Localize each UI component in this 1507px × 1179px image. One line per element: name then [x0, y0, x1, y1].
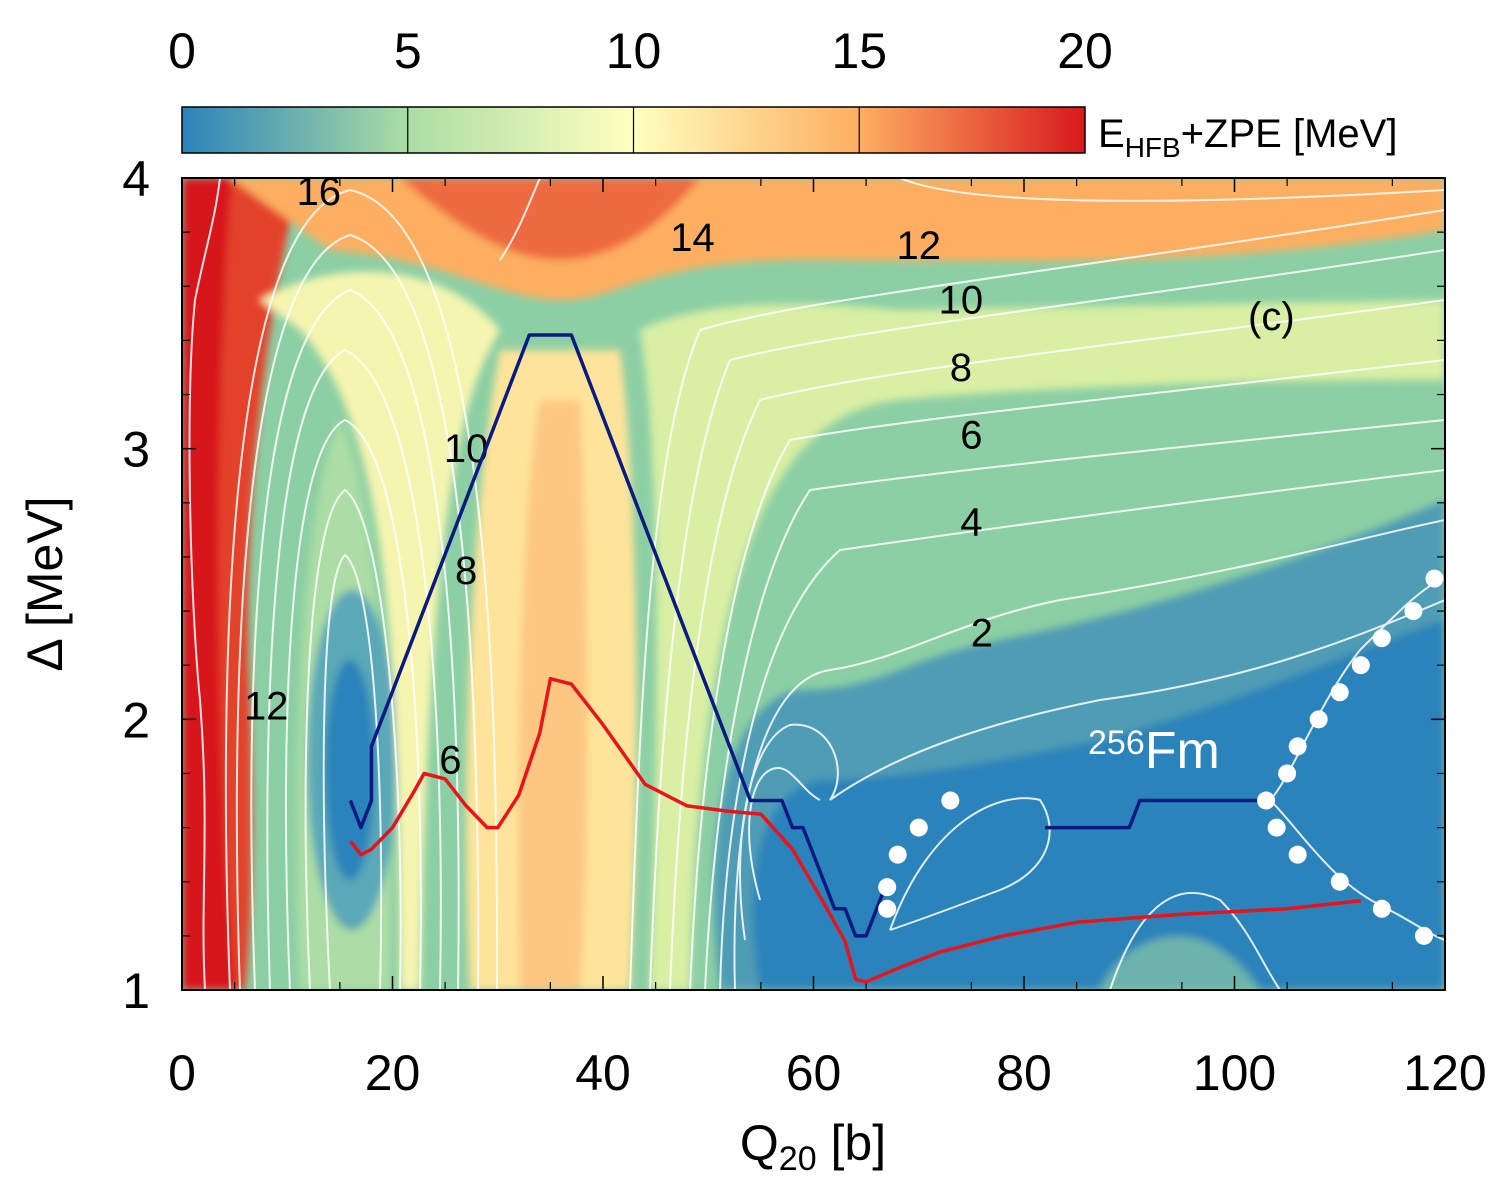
- contour-label: 10: [444, 427, 489, 471]
- turning-point: [1278, 764, 1297, 783]
- contour-label: 16: [297, 170, 342, 214]
- series-line: [349, 676, 1361, 984]
- contour-label: 12: [244, 684, 289, 728]
- series-line: [348, 333, 889, 938]
- turning-point: [888, 845, 907, 864]
- colorbar: 0 5 10 15 20 EHFB+ZPE [MeV]: [168, 23, 1397, 163]
- x-axis-label: Q20 [b]: [740, 1115, 886, 1178]
- turning-point: [878, 899, 897, 918]
- turning-point: [1330, 683, 1349, 702]
- colorbar-ticks: 0 5 10 15 20: [168, 23, 1113, 153]
- turning-point: [1257, 791, 1276, 810]
- contour-lines: [188, 178, 1445, 990]
- turning-point: [1372, 899, 1391, 918]
- turning-point: [1288, 845, 1307, 864]
- y-tick-label: 2: [122, 692, 150, 748]
- colorbar-label: EHFB+ZPE [MeV]: [1098, 112, 1397, 163]
- x-tick-label: 40: [575, 1045, 631, 1101]
- turning-point: [909, 818, 928, 837]
- x-tick-label: 100: [1193, 1045, 1276, 1101]
- colorbar-tick-label: 20: [1057, 23, 1113, 79]
- contour-label: 6: [439, 738, 461, 782]
- x-tick-label: 20: [365, 1045, 421, 1101]
- contour-label: 10: [939, 278, 984, 322]
- x-tick-label: 80: [996, 1045, 1052, 1101]
- x-tick-label: 60: [786, 1045, 842, 1101]
- contour-label: 8: [950, 346, 972, 390]
- colorbar-tick-label: 10: [606, 23, 662, 79]
- turning-point: [1372, 629, 1391, 648]
- x-tick-label: 0: [168, 1045, 196, 1101]
- turning-point: [878, 878, 897, 897]
- path-series: [348, 333, 1361, 984]
- contour-label: 12: [897, 224, 942, 268]
- colorbar-tick-label: 15: [831, 23, 887, 79]
- turning-point: [1309, 710, 1328, 729]
- turning-point: [1267, 818, 1286, 837]
- y-axis-label: Δ [MeV]: [17, 496, 73, 671]
- turning-points: [878, 569, 1444, 945]
- y-tick-label: 1: [122, 963, 150, 1019]
- panel-label: (c): [1248, 295, 1295, 339]
- turning-point: [1288, 737, 1307, 756]
- contour-label: 2: [971, 611, 993, 655]
- contour-label: 6: [960, 414, 982, 458]
- colorbar-tick-label: 0: [168, 23, 196, 79]
- contour-label: 8: [455, 549, 477, 593]
- turning-point: [1330, 872, 1349, 891]
- y-tick-label: 4: [122, 151, 150, 207]
- series-line: [1045, 798, 1267, 830]
- x-tick-label: 120: [1403, 1045, 1486, 1101]
- y-tick-label: 3: [122, 422, 150, 478]
- contour-labels: 16 14 12 10 8 6 4 2 10 8 12 6: [244, 170, 993, 782]
- contour-label: 14: [670, 216, 715, 260]
- turning-point: [1425, 569, 1444, 588]
- turning-point: [1404, 602, 1423, 621]
- nucleus-label: 256Fm: [1088, 722, 1220, 780]
- colorbar-tick-label: 5: [394, 23, 422, 79]
- turning-point: [1414, 926, 1433, 945]
- turning-point: [1351, 656, 1370, 675]
- turning-point: [941, 791, 960, 810]
- contour-label: 4: [960, 500, 982, 544]
